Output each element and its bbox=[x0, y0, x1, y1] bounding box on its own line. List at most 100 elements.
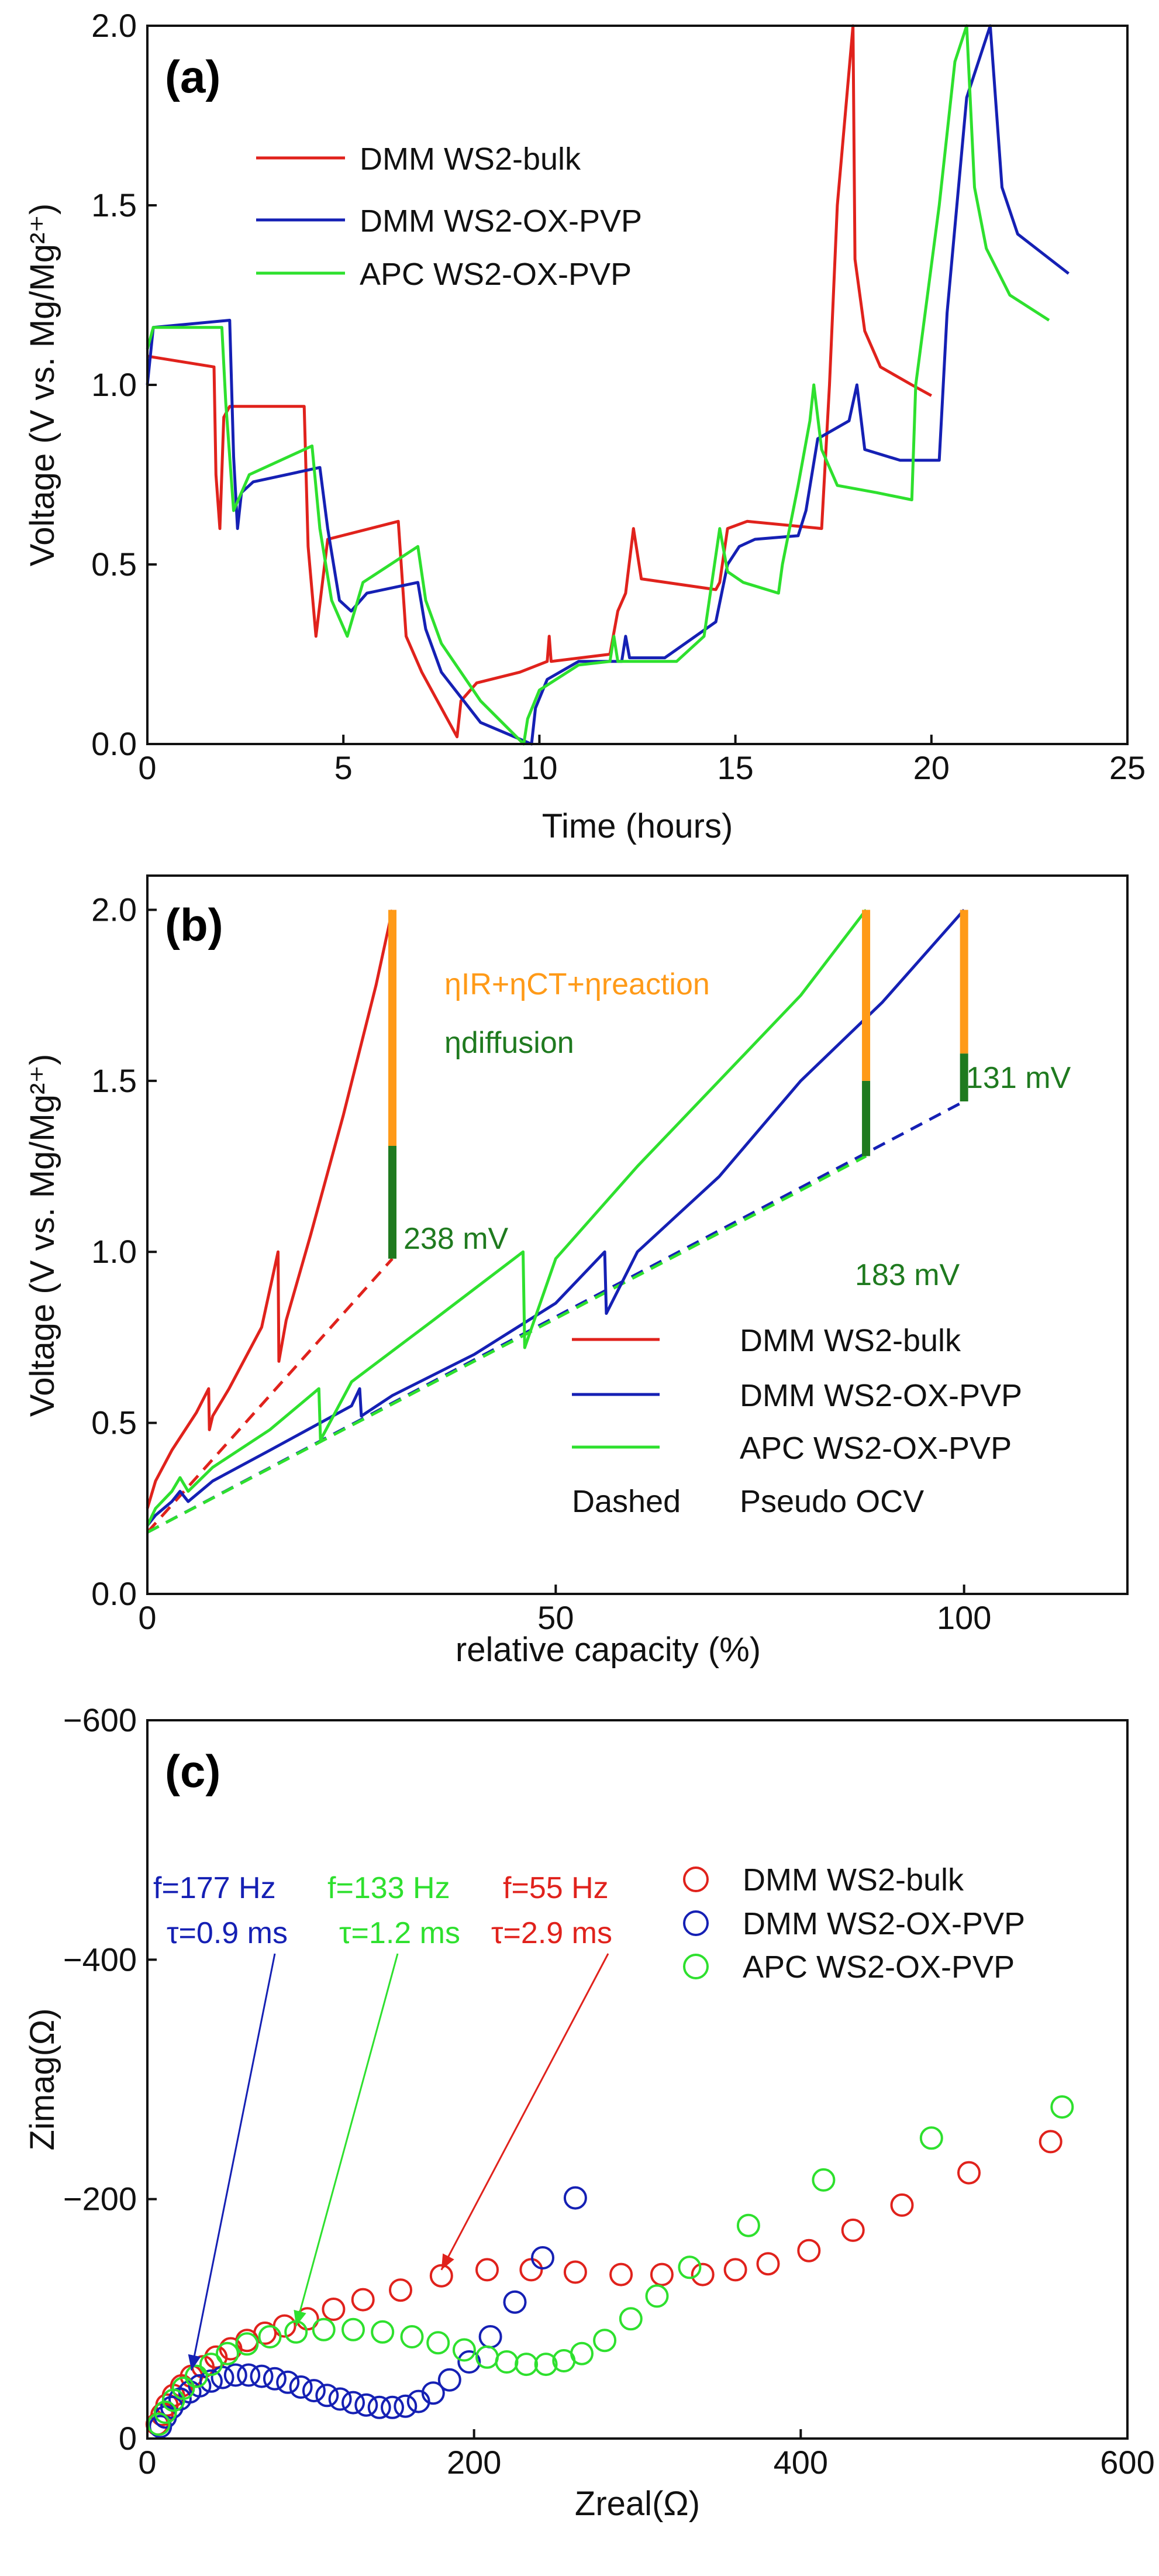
series-c-0-point bbox=[1039, 2130, 1063, 2154]
series-c-2-point bbox=[1050, 2095, 1074, 2119]
b-xtick-label: 0 bbox=[138, 1599, 156, 1636]
annotation-arrowhead-2 bbox=[441, 2253, 454, 2270]
b-xtick-label: 50 bbox=[537, 1599, 574, 1636]
series-c-0-point bbox=[322, 2298, 346, 2321]
panel-a-frame bbox=[146, 25, 1129, 745]
panel-c: 0 200 400 600 0 −200 −400 −600 (c) Zreal(Ω) Zim… bbox=[23, 1702, 1155, 2523]
series-c-0-point bbox=[756, 2252, 780, 2276]
series-c-0-point bbox=[204, 2345, 228, 2369]
c-xtick-label: 600 bbox=[1100, 2444, 1154, 2481]
panel-a: 0 5 10 15 20 25 0.0 0.5 1.0 1.5 2.0 (a) Time (hour… bbox=[23, 7, 1146, 845]
panel-c-frame bbox=[146, 1719, 1129, 2440]
series-c-2-point bbox=[515, 2353, 539, 2377]
series-c-0-point bbox=[650, 2262, 674, 2286]
series-c-0-point bbox=[890, 2193, 914, 2217]
series-c-1-point bbox=[531, 2246, 554, 2270]
series-c-0-point bbox=[475, 2258, 499, 2282]
annotation-arrow-2 bbox=[440, 1953, 609, 2271]
series-c-2-point bbox=[570, 2341, 594, 2365]
series-c-1-point bbox=[199, 2369, 223, 2393]
series-c-1-point bbox=[437, 2368, 461, 2392]
legend-b-label-ox: DMM WS2-OX-PVP bbox=[740, 1378, 1022, 1413]
bulk-mv-label: 238 mV bbox=[403, 1222, 509, 1256]
red-tau-label: τ=2.9 ms bbox=[491, 1916, 612, 1950]
series-c-2-point bbox=[312, 2317, 336, 2341]
series-c-2-point bbox=[258, 2325, 282, 2348]
b-ytick-label: 0.0 bbox=[91, 1575, 137, 1612]
a-ytick-label: 2.0 bbox=[91, 7, 137, 44]
panel-a-label: (a) bbox=[165, 51, 220, 102]
c-xtick-label: 400 bbox=[774, 2444, 828, 2481]
overpotential-label: ηIR+ηCT+ηreaction bbox=[444, 967, 710, 1001]
series-c-2-point bbox=[678, 2255, 702, 2279]
series-c-1-point bbox=[276, 2370, 300, 2394]
series-c-2-point bbox=[452, 2338, 476, 2362]
series-c-1-point bbox=[211, 2365, 234, 2389]
c-ytick-label: 0 bbox=[119, 2420, 137, 2457]
series-c-2-point bbox=[184, 2364, 208, 2388]
legend-b-dashed-label: Pseudo OCV bbox=[740, 1484, 924, 1519]
a-xtick-label: 10 bbox=[521, 749, 557, 786]
series-c-2-point bbox=[534, 2353, 558, 2377]
series-c-1-point bbox=[381, 2395, 404, 2419]
legend-a-label-bulk: DMM WS2-bulk bbox=[360, 142, 581, 177]
series-c-2-point bbox=[371, 2320, 395, 2344]
legend-b-label-bulk: DMM WS2-bulk bbox=[740, 1323, 961, 1358]
a-ytick-label: 0.0 bbox=[91, 725, 137, 762]
series-c-2-point bbox=[171, 2377, 195, 2400]
series-c-1-point bbox=[457, 2350, 481, 2374]
series-c-2-point bbox=[199, 2353, 223, 2377]
series-c-2-point bbox=[153, 2401, 177, 2424]
series-c-2-point bbox=[919, 2126, 943, 2150]
a-xtick-label: 0 bbox=[138, 749, 156, 786]
annotation-arrow-0 bbox=[190, 1953, 276, 2371]
series-c-0-point bbox=[609, 2262, 633, 2286]
a-ytick-label: 1.5 bbox=[91, 187, 137, 223]
panel-a-ylabel: Voltage (V vs. Mg/Mg²⁺) bbox=[23, 204, 61, 566]
series-c-1-point bbox=[188, 2374, 212, 2398]
a-xtick-label: 15 bbox=[717, 749, 753, 786]
series-c-1-point bbox=[250, 2364, 274, 2388]
blue-tau-label: τ=0.9 ms bbox=[167, 1916, 288, 1950]
series-c-1-point bbox=[237, 2363, 261, 2387]
series-c-2-point bbox=[593, 2329, 617, 2353]
panel-b-ticks: 0 50 100 0.0 0.5 1.0 1.5 2.0 bbox=[91, 891, 991, 1636]
panel-b-legend: DMM WS2-bulk DMM WS2-OX-PVP APC WS2-OX-P… bbox=[572, 1323, 1022, 1519]
series-c-1-point bbox=[342, 2391, 365, 2415]
legend-b-label-apc: APC WS2-OX-PVP bbox=[740, 1431, 1012, 1466]
b-ytick-label: 0.5 bbox=[91, 1404, 137, 1441]
c-xtick-label: 0 bbox=[138, 2444, 156, 2481]
series-c-0-point bbox=[797, 2238, 821, 2262]
series-c-2-point bbox=[426, 2331, 450, 2355]
a-ytick-label: 1.0 bbox=[91, 366, 137, 403]
apc-mv-label: 183 mV bbox=[855, 1258, 960, 1292]
series-c-1-point bbox=[354, 2393, 378, 2417]
legend-c-marker-apc bbox=[683, 1954, 709, 1979]
series-c-2-point bbox=[400, 2325, 424, 2348]
series-c-1-point bbox=[394, 2394, 418, 2418]
legend-c-label-apc: APC WS2-OX-PVP bbox=[743, 1950, 1015, 1985]
panel-c-xlabel: Zreal(Ω) bbox=[575, 2485, 700, 2523]
c-ytick-label: −200 bbox=[63, 2181, 137, 2217]
pseudo-ocv-line-2 bbox=[146, 1155, 867, 1534]
c-ytick-label: −600 bbox=[63, 1702, 137, 1738]
legend-c-marker-bulk bbox=[683, 1866, 709, 1892]
legend-a-label-apc: APC WS2-OX-PVP bbox=[360, 257, 632, 292]
red-freq-label: f=55 Hz bbox=[503, 1871, 609, 1905]
panel-c-plot-area bbox=[145, 1953, 1074, 2439]
legend-b-dashed-key: Dashed bbox=[572, 1484, 681, 1519]
series-c-1-point bbox=[478, 2325, 502, 2348]
b-ytick-label: 1.0 bbox=[91, 1233, 137, 1270]
series-c-0-point bbox=[691, 2262, 715, 2286]
series-c-1-point bbox=[421, 2381, 445, 2405]
panel-b: 0 50 100 0.0 0.5 1.0 1.5 2.0 (b) relative capac… bbox=[23, 874, 1129, 1669]
a-xtick-label: 5 bbox=[334, 749, 353, 786]
series-b-1-line bbox=[146, 908, 965, 1527]
series-c-1-point bbox=[289, 2375, 313, 2399]
panel-a-ticks: 0 5 10 15 20 25 0.0 0.5 1.0 1.5 2.0 bbox=[91, 7, 1146, 786]
series-c-2-point bbox=[342, 2317, 365, 2341]
panel-c-ylabel: Zimag(Ω) bbox=[23, 2008, 61, 2150]
c-ytick-label: −400 bbox=[63, 1941, 137, 1978]
series-c-0-point bbox=[389, 2278, 412, 2302]
